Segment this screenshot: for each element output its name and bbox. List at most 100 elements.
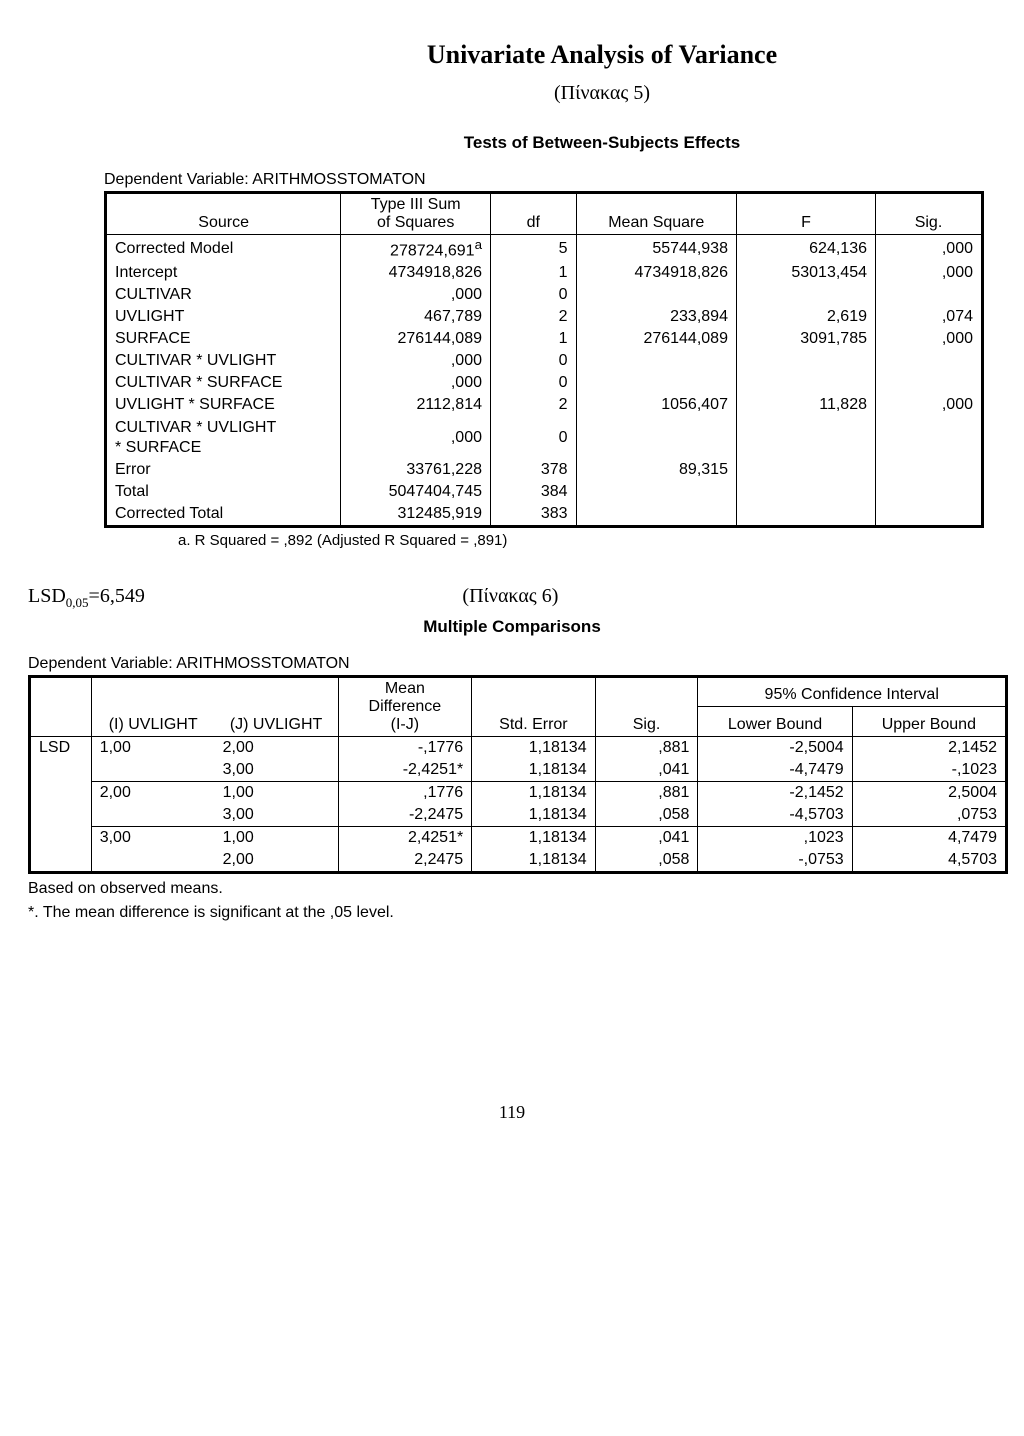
cell: ,1023 (698, 826, 852, 849)
cell: 11,828 (736, 394, 875, 416)
cell: ,058 (595, 804, 698, 827)
col-f: F (736, 193, 875, 235)
cell (876, 350, 983, 372)
cell: 0 (491, 416, 577, 458)
cell: ,000 (341, 284, 491, 306)
col-j: (J) UVLIGHT (215, 676, 338, 736)
cell: -4,7479 (698, 759, 852, 782)
col-source: Source (106, 193, 341, 235)
dependent-variable-label: Dependent Variable: ARITHMOSSTOMATON (104, 171, 996, 189)
col-sig: Sig. (876, 193, 983, 235)
cell (576, 481, 736, 503)
cell: ,000 (341, 350, 491, 372)
cell: 5047404,745 (341, 481, 491, 503)
cell: 2 (491, 306, 577, 328)
col-upper: Upper Bound (852, 707, 1006, 736)
cell: 1,00 (91, 736, 214, 759)
cell (736, 372, 875, 394)
cell: 1 (491, 328, 577, 350)
page-number: 119 (28, 1102, 996, 1123)
table-row: CULTIVAR * UVLIGHT* SURFACE (106, 416, 341, 458)
anova-table: Source Type III Sum of Squares df Mean S… (104, 191, 984, 528)
cell: 378 (491, 459, 577, 481)
pinakas-5: (Πίνακας 5) (208, 82, 996, 105)
cell (576, 416, 736, 458)
cell (576, 350, 736, 372)
cell (736, 416, 875, 458)
table-row: Corrected Model (106, 235, 341, 263)
cell (576, 503, 736, 527)
cell (876, 284, 983, 306)
cell: -2,2475 (338, 804, 472, 827)
cell: ,000 (876, 328, 983, 350)
cell: 2,2475 (338, 849, 472, 873)
cell: 2,619 (736, 306, 875, 328)
col-lower: Lower Bound (698, 707, 852, 736)
cell: 2 (491, 394, 577, 416)
cell: ,881 (595, 736, 698, 759)
table-row: CULTIVAR * UVLIGHT (106, 350, 341, 372)
cell: 1056,407 (576, 394, 736, 416)
cell: 3,00 (215, 759, 338, 782)
cell: 2112,814 (341, 394, 491, 416)
col-typeiii-l1: Type III Sum (371, 196, 461, 213)
table-row: Intercept (106, 262, 341, 284)
cell: ,000 (341, 416, 491, 458)
lsd-label: LSD (30, 736, 92, 872)
cell: 3,00 (215, 804, 338, 827)
cell (576, 372, 736, 394)
cell (736, 284, 875, 306)
table-row: CULTIVAR (106, 284, 341, 306)
table-row: Error (106, 459, 341, 481)
cell: 33761,228 (341, 459, 491, 481)
cell: 3,00 (91, 826, 214, 849)
cell: 312485,919 (341, 503, 491, 527)
cell (876, 459, 983, 481)
cell: 1,18134 (472, 736, 595, 759)
cell: 0 (491, 372, 577, 394)
cell: -,0753 (698, 849, 852, 873)
cell: 4734918,826 (576, 262, 736, 284)
cell: 383 (491, 503, 577, 527)
cell: 1,18134 (472, 781, 595, 804)
cell: 278724,691a (341, 235, 491, 263)
cell: ,0753 (852, 804, 1006, 827)
cell (876, 503, 983, 527)
based-note: Based on observed means. (28, 880, 996, 898)
cell: 624,136 (736, 235, 875, 263)
cell: 276144,089 (576, 328, 736, 350)
table-row: UVLIGHT * SURFACE (106, 394, 341, 416)
cell: ,058 (595, 849, 698, 873)
cell: 0 (491, 350, 577, 372)
col-i: (I) UVLIGHT (91, 676, 214, 736)
cell (736, 503, 875, 527)
cell (91, 759, 214, 782)
cell: 3091,785 (736, 328, 875, 350)
cell: 1,18134 (472, 849, 595, 873)
col-ms: Mean Square (576, 193, 736, 235)
cell: 2,00 (215, 736, 338, 759)
cell: 4734918,826 (341, 262, 491, 284)
cell: ,881 (595, 781, 698, 804)
cell: 1,18134 (472, 804, 595, 827)
cell: 0 (491, 284, 577, 306)
col-typeiii: Type III Sum of Squares (341, 193, 491, 235)
col-typeiii-l2: of Squares (377, 214, 454, 231)
cell: 53013,454 (736, 262, 875, 284)
cell: ,000 (876, 235, 983, 263)
cell (736, 350, 875, 372)
pinakas-6: (Πίνακας 6) (145, 585, 996, 608)
cell: ,000 (876, 262, 983, 284)
cell: 276144,089 (341, 328, 491, 350)
mc-heading: Multiple Comparisons (28, 617, 996, 637)
footnote-rsquared: a. R Squared = ,892 (Adjusted R Squared … (178, 532, 996, 549)
dependent-variable-label-2: Dependent Variable: ARITHMOSSTOMATON (28, 655, 996, 673)
cell: 2,00 (91, 781, 214, 804)
cell: 2,00 (215, 849, 338, 873)
cell (91, 849, 214, 873)
cell: -2,1452 (698, 781, 852, 804)
table-row: CULTIVAR * SURFACE (106, 372, 341, 394)
lsd-value: LSD0,05=6,549 (28, 585, 145, 611)
table-row: UVLIGHT (106, 306, 341, 328)
sig-note: *. The mean difference is significant at… (28, 904, 996, 922)
